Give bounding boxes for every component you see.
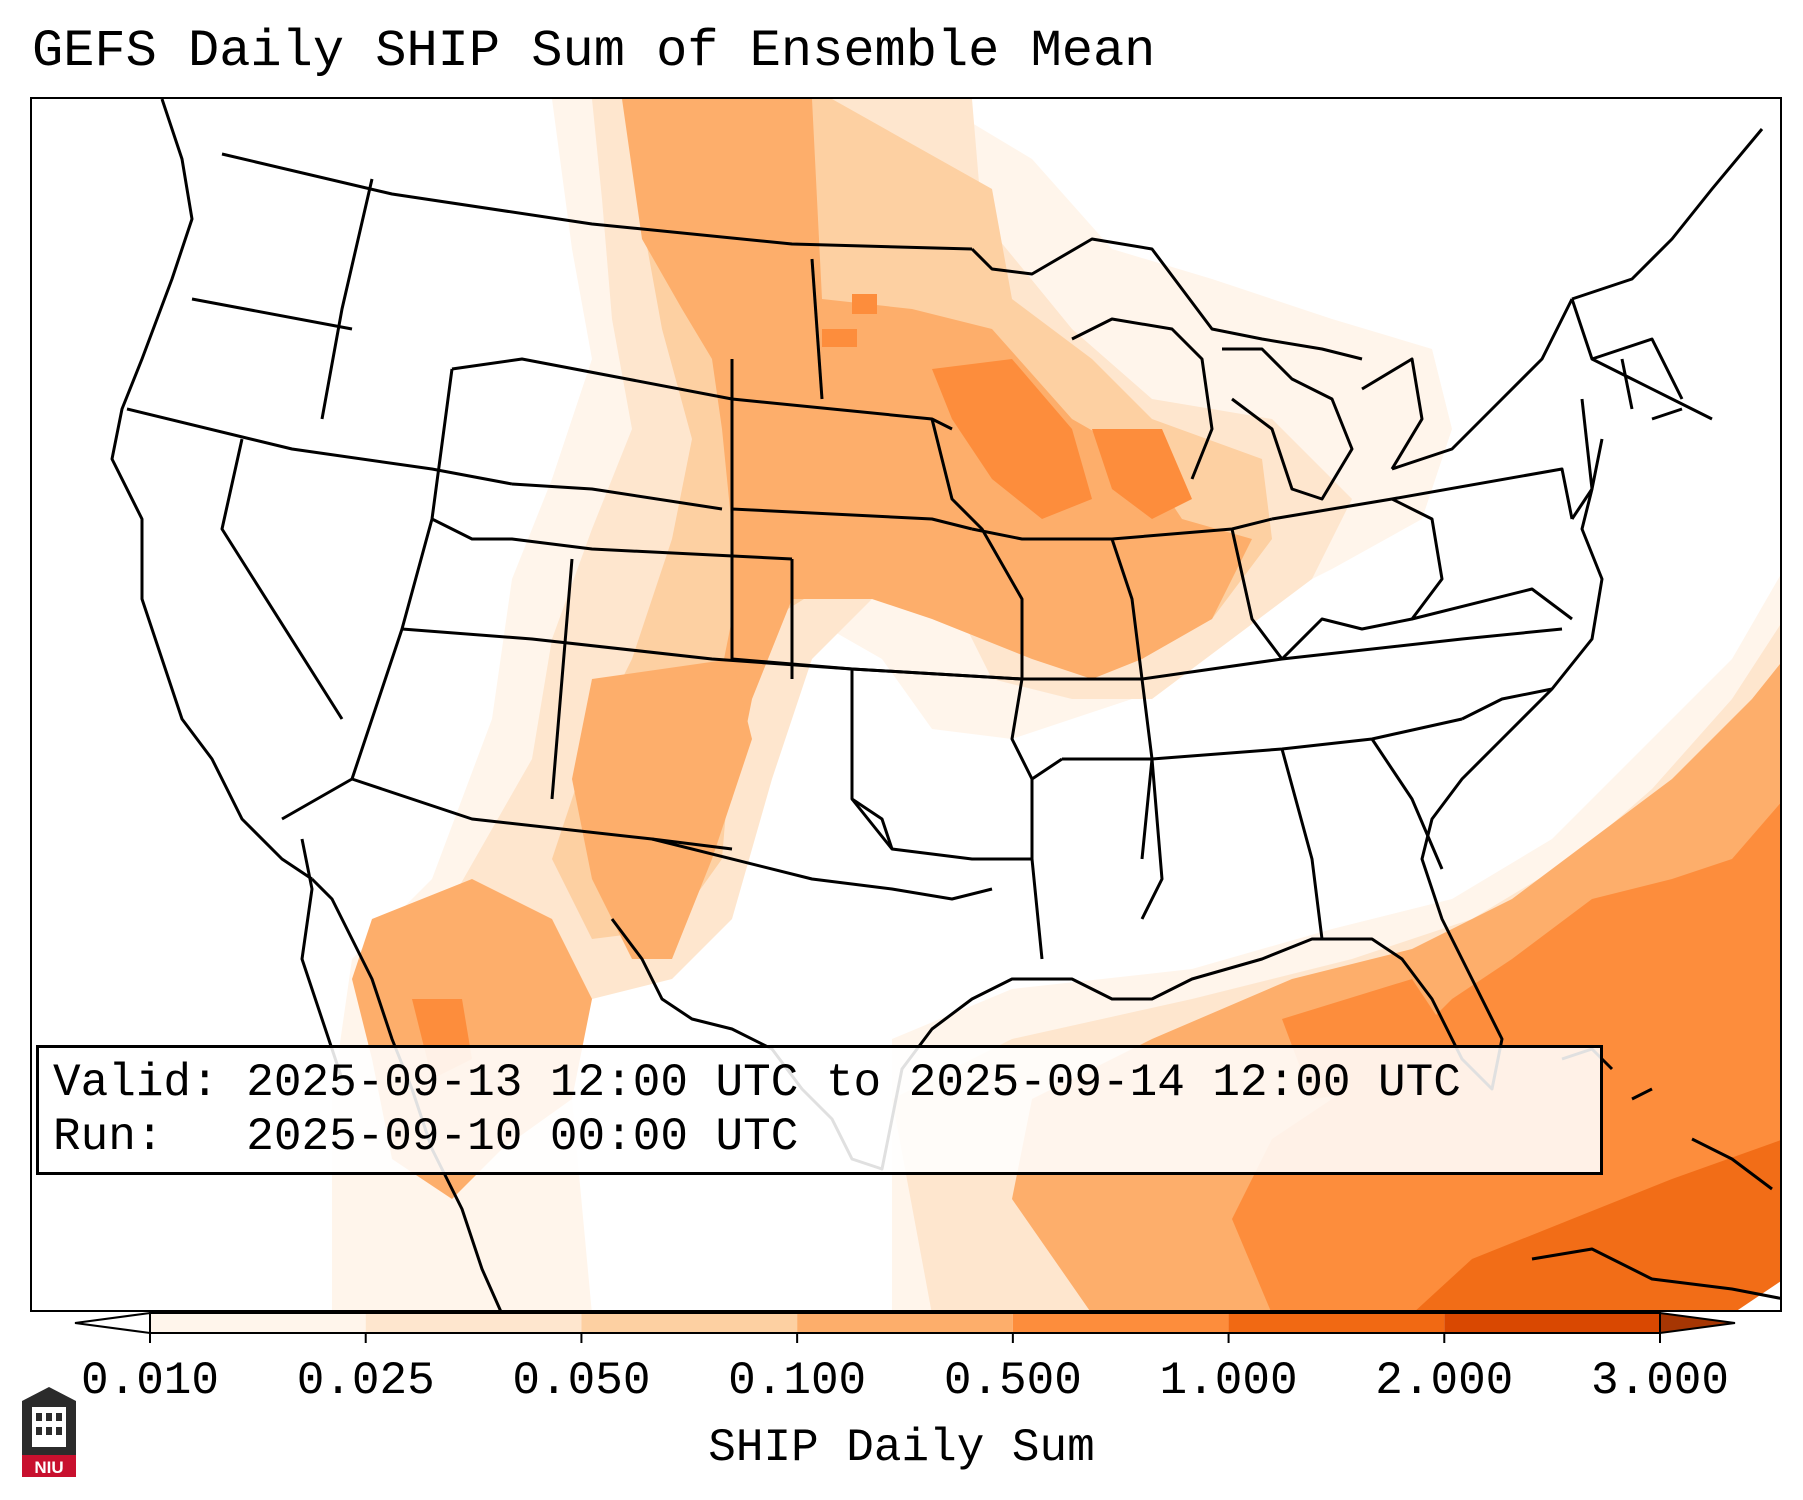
colorbar-bin — [150, 1313, 366, 1333]
validity-info-box: Valid: 2025-09-13 12:00 UTC to 2025-09-1… — [36, 1045, 1603, 1175]
colorbar-tick-label: 0.500 — [943, 1355, 1082, 1407]
colorbar-tick-label: 1.000 — [1159, 1355, 1298, 1407]
colorbar-label: SHIP Daily Sum — [708, 1422, 1095, 1474]
state-borders — [110, 99, 1780, 1310]
colorbar-tick-label: 3.000 — [1590, 1355, 1730, 1407]
colorbar-bin — [581, 1313, 798, 1333]
colorbar — [74, 1311, 1736, 1343]
colorbar-tick-label: 2.000 — [1375, 1355, 1514, 1407]
colorbar-over-triangle — [1659, 1311, 1736, 1335]
colorbar-tick-label: 0.010 — [80, 1355, 220, 1407]
valid-value: 2025-09-13 12:00 UTC to 2025-09-14 12:00… — [246, 1057, 1461, 1109]
colorbar-tick-label: 0.100 — [728, 1355, 867, 1407]
colorbar-under-triangle — [74, 1311, 151, 1335]
colorbar-bin — [1012, 1313, 1229, 1333]
logo-text: NIU — [34, 1458, 63, 1477]
map-title: GEFS Daily SHIP Sum of Ensemble Mean — [32, 22, 1156, 81]
colorbar-bin — [797, 1313, 1013, 1333]
colorbar-tick-label: 0.050 — [512, 1355, 651, 1407]
valid-label: Valid: — [53, 1057, 219, 1109]
colorbar-tick-label: 0.025 — [296, 1355, 435, 1407]
colorbar-bin — [1444, 1313, 1660, 1333]
run-label: Run: — [53, 1111, 164, 1163]
colorbar-frame — [149, 1312, 1661, 1334]
colorbar-bin — [365, 1313, 582, 1333]
niu-logo-icon: NIU — [22, 1387, 76, 1477]
colorbar-bin — [1228, 1313, 1445, 1333]
run-value: 2025-09-10 00:00 UTC — [246, 1111, 799, 1163]
